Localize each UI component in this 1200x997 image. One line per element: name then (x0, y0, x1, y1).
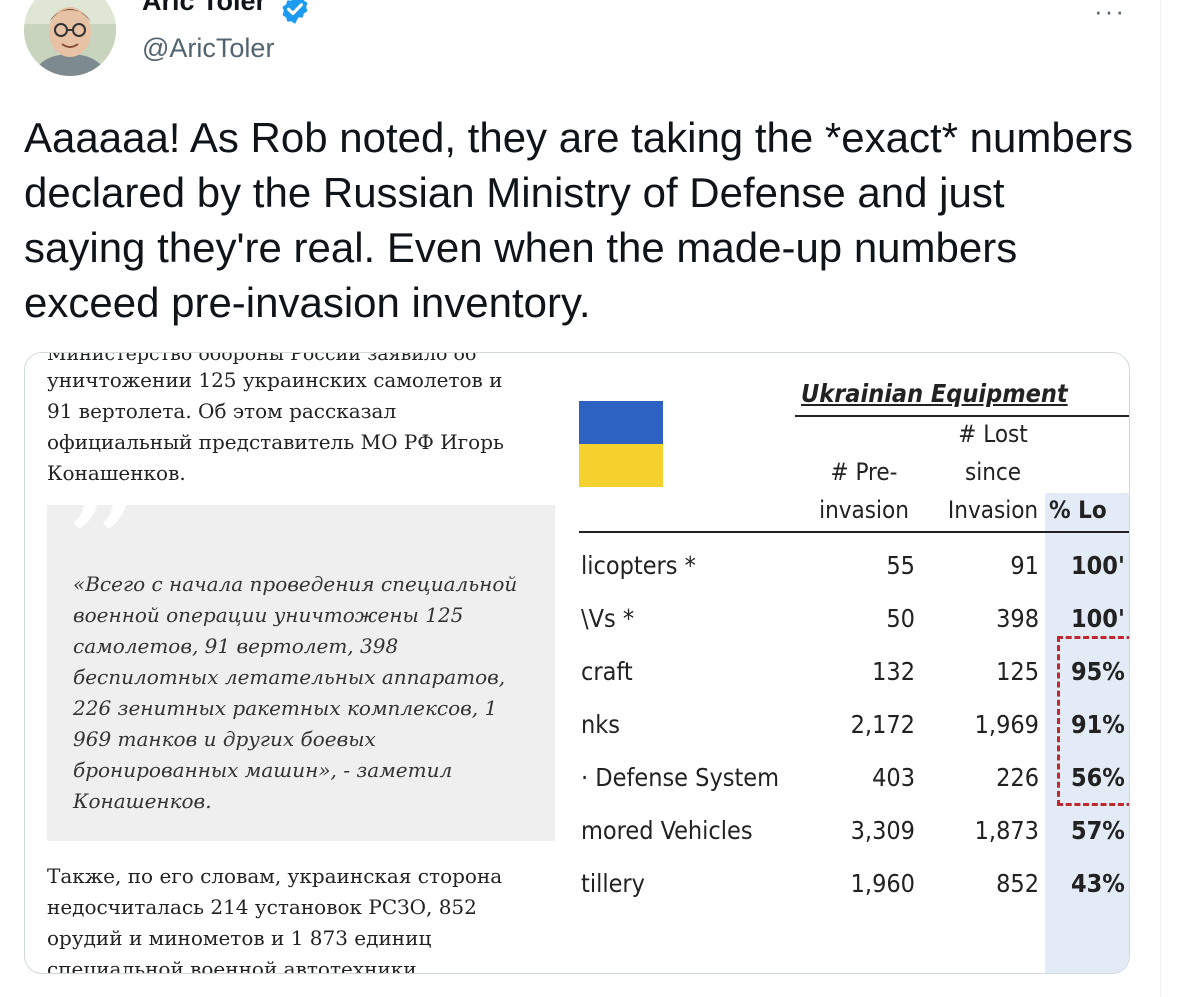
row-percent: 43% (1071, 869, 1125, 898)
table-row: mored Vehicles 3,309 1,873 57% (579, 816, 1129, 868)
timeline-border (1160, 0, 1161, 997)
author-name[interactable]: Aric Toler (142, 0, 267, 16)
row-label: tillery (581, 869, 645, 898)
equipment-table: Ukrainian Equipment # Pre- invasion # Lo… (579, 353, 1129, 973)
row-label: craft (581, 657, 633, 686)
author-handle[interactable]: @AricToler (142, 33, 275, 63)
row-percent: 56% (1071, 763, 1125, 792)
article-paragraph-1: уничтожении 125 украинских самолетов и 9… (47, 368, 504, 485)
row-label: licopters * (581, 551, 696, 580)
row-percent: 57% (1071, 816, 1125, 845)
row-pre-invasion: 50 (886, 604, 915, 633)
flag-blue-stripe (579, 401, 663, 444)
article-paragraph-2: Также, по его словам, украинская сторона… (47, 864, 503, 974)
row-pre-invasion: 1,960 (850, 869, 915, 898)
table-row: · Defense System 403 226 56% (579, 763, 1129, 815)
row-lost: 1,873 (974, 816, 1039, 845)
row-label: · Defense System (581, 763, 780, 792)
row-lost: 1,969 (974, 710, 1039, 739)
row-percent: 91% (1071, 710, 1125, 739)
article-quote-text: «Всего с начала проведения специальной в… (73, 572, 518, 813)
row-label: mored Vehicles (581, 816, 753, 845)
title-underline (795, 415, 1129, 417)
row-pre-invasion: 403 (872, 763, 915, 792)
tweet-text: Aaaaaa! As Rob noted, they are taking th… (24, 114, 1134, 326)
ukraine-flag-icon (579, 401, 663, 487)
header-divider (579, 531, 1129, 533)
row-pre-invasion: 2,172 (850, 710, 915, 739)
row-pre-invasion: 3,309 (850, 816, 915, 845)
row-pre-invasion: 132 (872, 657, 915, 686)
article-quote-block: ” «Всего с начала проведения специальной… (47, 475, 555, 841)
table-title: Ukrainian Equipment (801, 379, 1068, 408)
verified-badge-icon (282, 0, 308, 24)
article-excerpt: Министерство обороны России заявило об у… (25, 353, 581, 973)
row-percent: 100' (1071, 604, 1125, 633)
header-pre-invasion: # Pre- invasion (819, 458, 909, 524)
avatar-image (24, 0, 116, 76)
row-label: nks (581, 710, 621, 739)
table-row: \Vs * 50 398 100' (579, 604, 1129, 656)
table-row: tillery 1,960 852 43% (579, 869, 1129, 921)
header-lost-since-invasion: # Lost since Invasion (947, 420, 1039, 524)
row-lost: 125 (996, 657, 1039, 686)
table-row: licopters * 55 91 100' (579, 551, 1129, 603)
avatar[interactable] (24, 0, 116, 76)
row-percent: 95% (1071, 657, 1125, 686)
row-label: \Vs * (581, 604, 635, 633)
table-row: nks 2,172 1,969 91% (579, 710, 1129, 762)
row-percent: 100' (1071, 551, 1125, 580)
quote-mark-icon: ” (63, 463, 140, 637)
flag-yellow-stripe (579, 444, 663, 487)
row-lost: 91 (1010, 551, 1039, 580)
article-cut-line: Министерство обороны России заявило об (47, 352, 477, 365)
table-row: craft 132 125 95% (579, 657, 1129, 709)
row-pre-invasion: 55 (886, 551, 915, 580)
header-percent-lost: % Lo (1049, 496, 1107, 524)
tweet-media-image[interactable]: Министерство обороны России заявило об у… (24, 352, 1130, 974)
row-lost: 852 (996, 869, 1039, 898)
row-lost: 398 (996, 604, 1039, 633)
more-options-icon[interactable]: ··· (1094, 0, 1126, 26)
red-dashed-highlight (1057, 636, 1129, 806)
row-lost: 226 (996, 763, 1039, 792)
